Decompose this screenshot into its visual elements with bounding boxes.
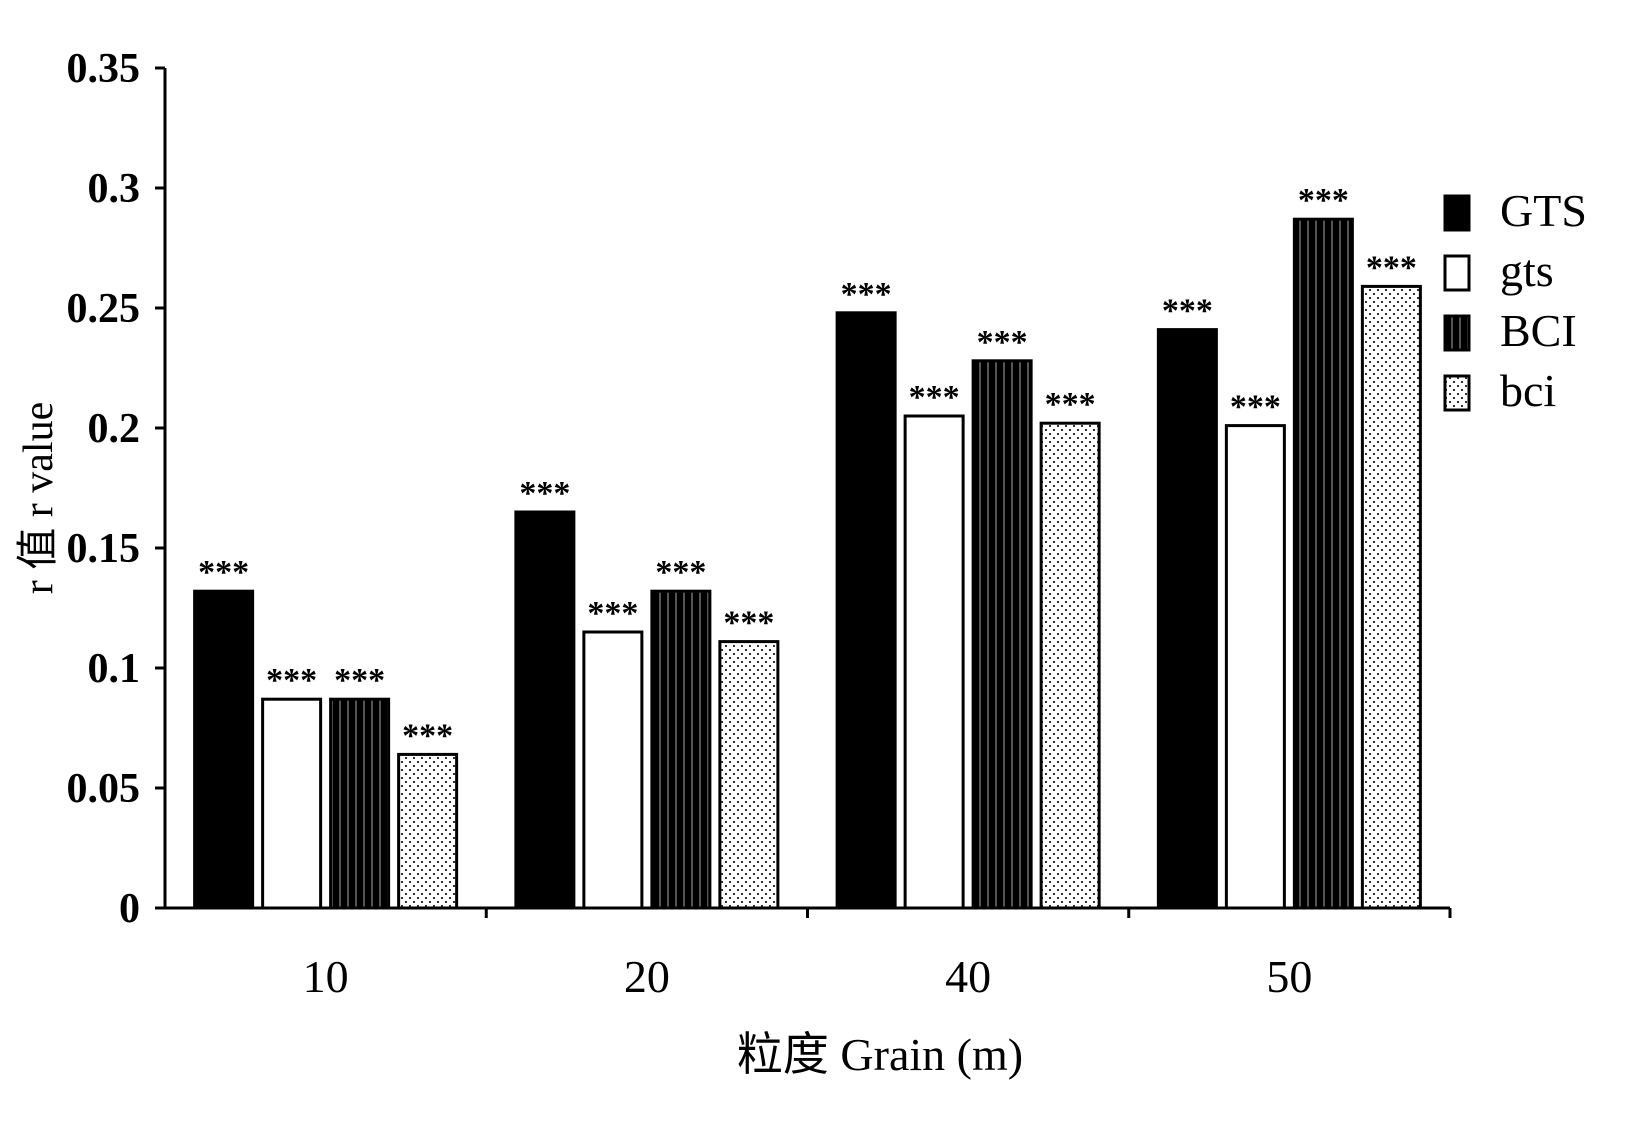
legend-swatch-bci (1443, 374, 1471, 412)
bars-layer: *** *** *** *** *** *** *** *** *** *** *** *** *** *… (193, 182, 1422, 910)
y-tick-label: 0.35 (67, 46, 141, 92)
x-tick-label: 50 (1266, 951, 1312, 1002)
significance-label: *** (519, 475, 570, 512)
y-tick-label: 0.25 (67, 286, 141, 332)
significance-label: *** (587, 595, 638, 632)
significance-label: *** (266, 662, 317, 699)
significance-label: *** (1162, 293, 1213, 330)
legend-swatch-GTS (1443, 194, 1471, 232)
bar-GTS-50 (1156, 328, 1218, 910)
significance-label: *** (1045, 386, 1096, 423)
bar-bci-50 (1360, 284, 1422, 910)
axes: 0 0.05 0.1 0.15 0.2 0.25 0.3 0.35 10 20 40 50 (67, 46, 1452, 1002)
significance-label: *** (909, 379, 960, 416)
significance-label: *** (723, 605, 774, 642)
significance-label: *** (1366, 249, 1417, 286)
significance-label: *** (198, 554, 249, 591)
significance-label: *** (977, 324, 1028, 361)
legend: GTS gts BCI bci (1443, 185, 1587, 416)
bar-gts-10 (261, 697, 323, 910)
legend-label: GTS (1500, 185, 1587, 236)
y-tick-label: 0 (119, 886, 140, 932)
significance-label: *** (402, 717, 453, 754)
x-tick-label: 40 (945, 951, 991, 1002)
y-tick-label: 0.15 (67, 526, 141, 572)
bar-GTS-20 (514, 510, 576, 910)
bar-GTS-40 (835, 311, 897, 910)
y-tick-label: 0.2 (88, 406, 141, 452)
x-tick-label: 20 (624, 951, 670, 1002)
x-tick-label: 10 (303, 951, 349, 1002)
significance-label: *** (655, 554, 706, 591)
y-tick-label: 0.1 (88, 646, 141, 692)
x-axis-label: 粒度 Grain (m) (737, 1029, 1023, 1080)
y-axis-label: r 值 r value (16, 402, 62, 594)
y-tick-label: 0.3 (88, 166, 141, 212)
bar-gts-50 (1224, 424, 1286, 910)
significance-label: *** (334, 662, 385, 699)
significance-label: *** (841, 276, 892, 313)
legend-label: bci (1500, 365, 1556, 416)
legend-label: BCI (1500, 305, 1577, 356)
bar-GTS-10 (193, 589, 255, 910)
bar-bci-20 (718, 640, 780, 910)
bar-gts-20 (582, 630, 644, 910)
bar-bci-10 (397, 752, 459, 910)
bar-gts-40 (903, 414, 965, 910)
y-tick-label: 0.05 (67, 766, 141, 812)
bar-BCI-10 (329, 697, 391, 910)
bar-bci-40 (1039, 421, 1101, 910)
legend-label: gts (1500, 245, 1554, 296)
bar-BCI-50 (1292, 217, 1354, 910)
bar-BCI-40 (971, 359, 1033, 910)
significance-label: *** (1230, 389, 1281, 426)
legend-swatch-BCI (1443, 314, 1471, 352)
bar-BCI-20 (650, 589, 712, 910)
significance-label: *** (1298, 182, 1349, 219)
legend-swatch-gts (1443, 254, 1471, 292)
